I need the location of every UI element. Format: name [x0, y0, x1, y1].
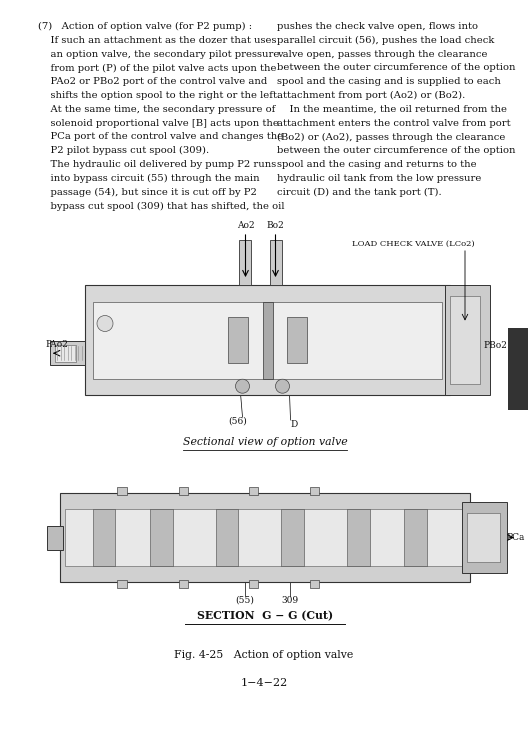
- Bar: [460, 345, 477, 361]
- Text: 1−4−22: 1−4−22: [240, 678, 288, 688]
- Text: LOAD CHECK VALVE (LCo2): LOAD CHECK VALVE (LCo2): [352, 240, 475, 248]
- Bar: [118, 580, 127, 588]
- Bar: [150, 509, 173, 566]
- Bar: [228, 317, 248, 363]
- Bar: [60, 493, 470, 582]
- Bar: [179, 487, 188, 495]
- Text: P2 pilot bypass cut spool (309).: P2 pilot bypass cut spool (309).: [38, 146, 209, 155]
- Text: shifts the option spool to the right or the left.: shifts the option spool to the right or …: [38, 91, 280, 100]
- Text: from port (P) of the pilot valve acts upon the: from port (P) of the pilot valve acts up…: [38, 64, 277, 73]
- Text: (55): (55): [235, 596, 254, 605]
- Bar: [179, 580, 188, 588]
- Text: In the meantime, the oil returned from the: In the meantime, the oil returned from t…: [277, 105, 507, 114]
- Text: (Bo2) or (Ao2), passes through the clearance: (Bo2) or (Ao2), passes through the clear…: [277, 132, 505, 141]
- Bar: [240, 240, 251, 285]
- Text: 309: 309: [281, 596, 298, 605]
- Text: spool and the casing and returns to the: spool and the casing and returns to the: [277, 160, 477, 169]
- Bar: [450, 341, 480, 365]
- Bar: [310, 580, 319, 588]
- Text: attachment enters the control valve from port: attachment enters the control valve from…: [277, 119, 511, 128]
- Text: PCa port of the control valve and changes the: PCa port of the control valve and change…: [38, 132, 283, 141]
- Text: PBo2: PBo2: [483, 341, 507, 350]
- Bar: [462, 502, 507, 573]
- Text: spool and the casing and is supplied to each: spool and the casing and is supplied to …: [277, 77, 501, 86]
- Bar: [467, 513, 500, 562]
- Text: circuit (D) and the tank port (T).: circuit (D) and the tank port (T).: [277, 187, 441, 197]
- Bar: [404, 509, 427, 566]
- Bar: [47, 525, 63, 550]
- Text: D: D: [291, 420, 298, 429]
- Circle shape: [276, 380, 289, 393]
- Text: passage (54), but since it is cut off by P2: passage (54), but since it is cut off by…: [38, 187, 257, 197]
- Bar: [269, 240, 281, 285]
- Bar: [445, 285, 490, 395]
- Bar: [262, 302, 272, 379]
- Text: PAo2: PAo2: [45, 340, 68, 349]
- Bar: [281, 509, 304, 566]
- Bar: [93, 302, 442, 379]
- Text: (56): (56): [228, 417, 247, 426]
- Bar: [450, 296, 480, 384]
- Bar: [50, 341, 85, 365]
- Text: parallel circuit (56), pushes the load check: parallel circuit (56), pushes the load c…: [277, 36, 494, 45]
- Circle shape: [97, 315, 113, 331]
- Bar: [55, 345, 76, 361]
- Bar: [216, 509, 238, 566]
- Text: solenoid proportional valve [B] acts upon the: solenoid proportional valve [B] acts upo…: [38, 119, 279, 128]
- Text: valve open, passes through the clearance: valve open, passes through the clearance: [277, 50, 487, 59]
- Text: Sectional view of option valve: Sectional view of option valve: [183, 437, 347, 447]
- Text: At the same time, the secondary pressure of: At the same time, the secondary pressure…: [38, 105, 276, 114]
- Bar: [93, 509, 115, 566]
- Text: PCa: PCa: [507, 533, 525, 542]
- Bar: [310, 487, 319, 495]
- Text: (7)   Action of option valve (for P2 pump) :: (7) Action of option valve (for P2 pump)…: [38, 22, 252, 31]
- Bar: [85, 285, 450, 395]
- Circle shape: [235, 380, 250, 393]
- Text: an option valve, the secondary pilot pressure: an option valve, the secondary pilot pre…: [38, 50, 279, 59]
- Bar: [288, 317, 307, 363]
- Bar: [249, 580, 258, 588]
- Text: between the outer circumference of the option: between the outer circumference of the o…: [277, 64, 515, 73]
- Text: hydraulic oil tank from the low pressure: hydraulic oil tank from the low pressure: [277, 174, 482, 183]
- Text: Bo2: Bo2: [267, 221, 285, 230]
- Text: bypass cut spool (309) that has shifted, the oil: bypass cut spool (309) that has shifted,…: [38, 201, 285, 210]
- Text: The hydraulic oil delivered by pump P2 runs: The hydraulic oil delivered by pump P2 r…: [38, 160, 276, 169]
- Bar: [118, 487, 127, 495]
- Text: Fig. 4-25   Action of option valve: Fig. 4-25 Action of option valve: [174, 650, 354, 660]
- Text: pushes the check valve open, flows into: pushes the check valve open, flows into: [277, 22, 478, 31]
- Bar: [65, 509, 465, 566]
- Text: If such an attachment as the dozer that uses: If such an attachment as the dozer that …: [38, 36, 277, 45]
- Bar: [347, 509, 370, 566]
- Text: into bypass circuit (55) through the main: into bypass circuit (55) through the mai…: [38, 174, 260, 183]
- Text: attachment from port (Ao2) or (Bo2).: attachment from port (Ao2) or (Bo2).: [277, 91, 465, 100]
- Text: Ao2: Ao2: [237, 221, 254, 230]
- Bar: [508, 328, 528, 410]
- Text: PAo2 or PBo2 port of the control valve and: PAo2 or PBo2 port of the control valve a…: [38, 77, 267, 86]
- Text: SECTION  G − G (Cut): SECTION G − G (Cut): [197, 610, 333, 621]
- Bar: [249, 487, 258, 495]
- Text: between the outer circumference of the option: between the outer circumference of the o…: [277, 146, 515, 155]
